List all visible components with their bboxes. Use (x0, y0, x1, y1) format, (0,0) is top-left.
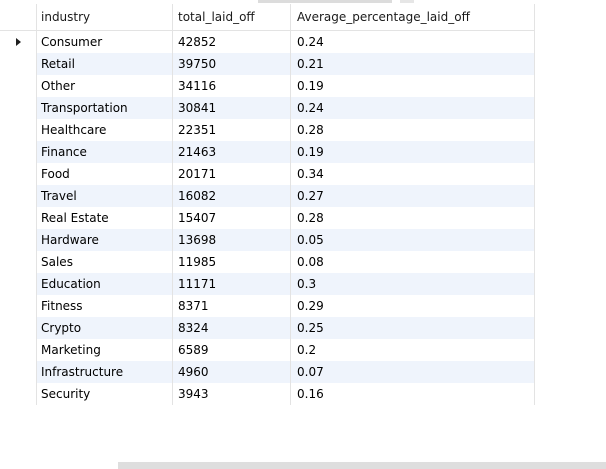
total-laid-off-cell[interactable]: 4960 (173, 361, 291, 383)
table-row[interactable]: Healthcare 22351 0.28 (0, 119, 535, 141)
horizontal-scrollbar[interactable] (118, 462, 606, 469)
average-percentage-cell[interactable]: 0.3 (291, 273, 535, 295)
average-percentage-cell[interactable]: 0.19 (291, 141, 535, 163)
industry-cell[interactable]: Crypto (37, 317, 173, 339)
scroll-arrow[interactable] (400, 0, 414, 3)
total-laid-off-cell[interactable]: 3943 (173, 383, 291, 405)
row-selector[interactable] (0, 31, 37, 53)
row-pointer-icon (15, 37, 21, 46)
average-percentage-cell[interactable]: 0.08 (291, 251, 535, 273)
table-row[interactable]: Education 11171 0.3 (0, 273, 535, 295)
table-row[interactable]: Infrastructure 4960 0.07 (0, 361, 535, 383)
row-selector-header[interactable] (0, 4, 37, 31)
row-selector[interactable] (0, 53, 37, 75)
average-percentage-cell[interactable]: 0.2 (291, 339, 535, 361)
industry-cell[interactable]: Retail (37, 53, 173, 75)
row-selector[interactable] (0, 163, 37, 185)
row-selector[interactable] (0, 119, 37, 141)
table-row[interactable]: Hardware 13698 0.05 (0, 229, 535, 251)
total-laid-off-cell[interactable]: 21463 (173, 141, 291, 163)
row-selector[interactable] (0, 361, 37, 383)
row-selector[interactable] (0, 75, 37, 97)
row-selector[interactable] (0, 141, 37, 163)
table-row[interactable]: Marketing 6589 0.2 (0, 339, 535, 361)
row-selector[interactable] (0, 295, 37, 317)
industry-cell[interactable]: Consumer (37, 31, 173, 53)
industry-cell[interactable]: Infrastructure (37, 361, 173, 383)
average-percentage-cell[interactable]: 0.29 (291, 295, 535, 317)
total-laid-off-cell[interactable]: 20171 (173, 163, 291, 185)
total-laid-off-cell[interactable]: 6589 (173, 339, 291, 361)
average-percentage-cell[interactable]: 0.28 (291, 119, 535, 141)
industry-cell[interactable]: Travel (37, 185, 173, 207)
total-laid-off-cell[interactable]: 16082 (173, 185, 291, 207)
row-selector[interactable] (0, 229, 37, 251)
average-percentage-cell[interactable]: 0.24 (291, 31, 535, 53)
total-laid-off-cell[interactable]: 30841 (173, 97, 291, 119)
total-laid-off-cell[interactable]: 22351 (173, 119, 291, 141)
industry-cell[interactable]: Finance (37, 141, 173, 163)
total-laid-off-cell[interactable]: 13698 (173, 229, 291, 251)
industry-cell[interactable]: Sales (37, 251, 173, 273)
industry-cell[interactable]: Security (37, 383, 173, 405)
table-row[interactable]: Finance 21463 0.19 (0, 141, 535, 163)
horizontal-scrollbar-top[interactable] (258, 0, 392, 3)
column-header-industry[interactable]: industry (37, 4, 173, 31)
industry-cell[interactable]: Food (37, 163, 173, 185)
industry-cell[interactable]: Education (37, 273, 173, 295)
table-body: Consumer 42852 0.24 Retail 39750 0.21 Other 341… (0, 31, 535, 405)
table-row[interactable]: Other 34116 0.19 (0, 75, 535, 97)
average-percentage-cell[interactable]: 0.05 (291, 229, 535, 251)
table-row[interactable]: Transportation 30841 0.24 (0, 97, 535, 119)
row-selector[interactable] (0, 317, 37, 339)
industry-cell[interactable]: Real Estate (37, 207, 173, 229)
average-percentage-cell[interactable]: 0.24 (291, 97, 535, 119)
row-selector[interactable] (0, 273, 37, 295)
average-percentage-cell[interactable]: 0.27 (291, 185, 535, 207)
row-selector[interactable] (0, 97, 37, 119)
average-percentage-cell[interactable]: 0.25 (291, 317, 535, 339)
table-row[interactable]: Consumer 42852 0.24 (0, 31, 535, 53)
industry-cell[interactable]: Healthcare (37, 119, 173, 141)
industry-cell[interactable]: Hardware (37, 229, 173, 251)
industry-cell[interactable]: Fitness (37, 295, 173, 317)
industry-cell[interactable]: Marketing (37, 339, 173, 361)
total-laid-off-cell[interactable]: 8371 (173, 295, 291, 317)
row-selector[interactable] (0, 207, 37, 229)
header-row: industry total_laid_off Average_percenta… (0, 4, 535, 31)
average-percentage-cell[interactable]: 0.34 (291, 163, 535, 185)
column-header-total-laid-off[interactable]: total_laid_off (173, 4, 291, 31)
table-row[interactable]: Retail 39750 0.21 (0, 53, 535, 75)
total-laid-off-cell[interactable]: 34116 (173, 75, 291, 97)
average-percentage-cell[interactable]: 0.07 (291, 361, 535, 383)
table-row[interactable]: Travel 16082 0.27 (0, 185, 535, 207)
total-laid-off-cell[interactable]: 15407 (173, 207, 291, 229)
average-percentage-cell[interactable]: 0.21 (291, 53, 535, 75)
table-row[interactable]: Security 3943 0.16 (0, 383, 535, 405)
total-laid-off-cell[interactable]: 39750 (173, 53, 291, 75)
table-row[interactable]: Crypto 8324 0.25 (0, 317, 535, 339)
average-percentage-cell[interactable]: 0.19 (291, 75, 535, 97)
total-laid-off-cell[interactable]: 11985 (173, 251, 291, 273)
total-laid-off-cell[interactable]: 42852 (173, 31, 291, 53)
result-table: industry total_laid_off Average_percenta… (0, 4, 535, 405)
row-selector[interactable] (0, 251, 37, 273)
table-row[interactable]: Sales 11985 0.08 (0, 251, 535, 273)
column-header-average-percentage[interactable]: Average_percentage_laid_off (291, 4, 535, 31)
row-selector[interactable] (0, 383, 37, 405)
total-laid-off-cell[interactable]: 11171 (173, 273, 291, 295)
table-row[interactable]: Fitness 8371 0.29 (0, 295, 535, 317)
industry-cell[interactable]: Other (37, 75, 173, 97)
average-percentage-cell[interactable]: 0.16 (291, 383, 535, 405)
total-laid-off-cell[interactable]: 8324 (173, 317, 291, 339)
table-row[interactable]: Food 20171 0.34 (0, 163, 535, 185)
row-selector[interactable] (0, 185, 37, 207)
row-selector[interactable] (0, 339, 37, 361)
table-row[interactable]: Real Estate 15407 0.28 (0, 207, 535, 229)
industry-cell[interactable]: Transportation (37, 97, 173, 119)
average-percentage-cell[interactable]: 0.28 (291, 207, 535, 229)
